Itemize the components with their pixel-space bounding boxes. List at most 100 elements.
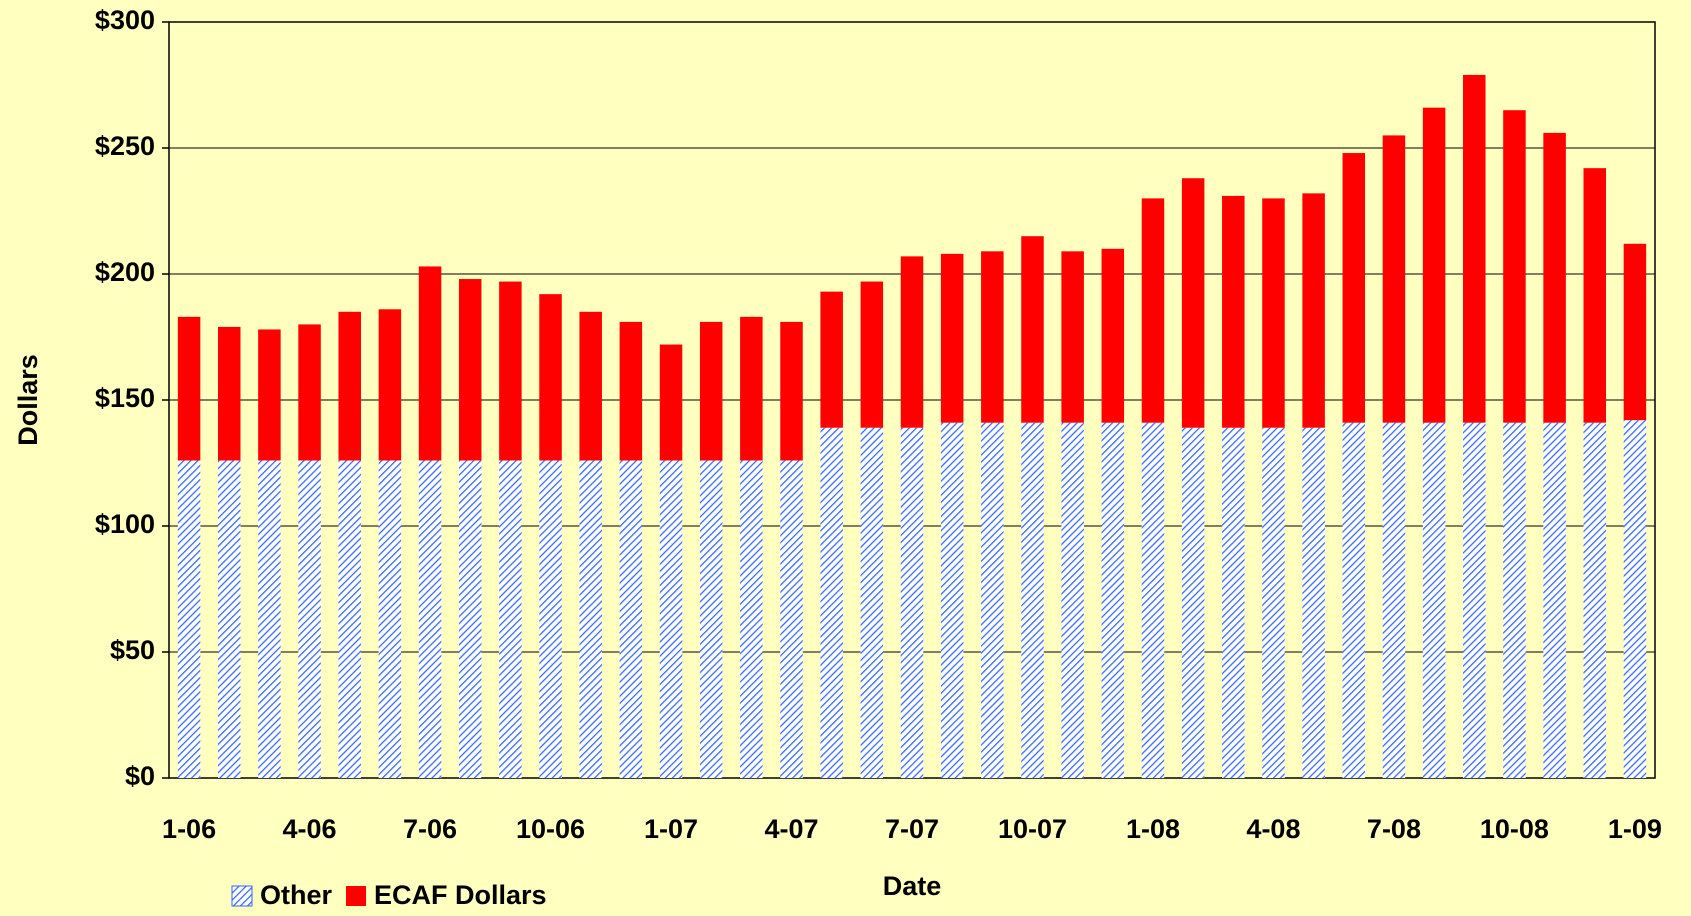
y-tick-label: $0: [125, 761, 155, 791]
bar-segment: [940, 422, 964, 778]
x-tick-label: 10-06: [516, 814, 585, 844]
legend-swatch: [346, 886, 367, 906]
legend-label: Other: [260, 880, 333, 910]
bar-segment: [659, 460, 683, 778]
bar-segment: [780, 321, 803, 461]
bar-segment: [699, 460, 723, 778]
y-tick-label: $300: [95, 5, 155, 35]
bar-segment: [1583, 422, 1607, 778]
bar-segment: [258, 460, 281, 778]
bar-segment: [981, 251, 1004, 423]
legend-swatch: [231, 885, 253, 907]
y-tick-label: $150: [95, 383, 155, 413]
y-tick-label: $200: [95, 257, 155, 287]
bar-segment: [1382, 422, 1406, 778]
bar-segment: [579, 311, 602, 461]
bar-segment: [458, 460, 482, 778]
x-tick-label: 4-08: [1246, 814, 1300, 844]
x-tick-label: 1-07: [644, 814, 698, 844]
bar-segment: [860, 281, 884, 428]
bar-segment: [940, 253, 964, 423]
bar-segment: [699, 321, 723, 461]
x-tick-label: 1-09: [1608, 814, 1662, 844]
bar-segment: [298, 324, 321, 461]
bar-segment: [1302, 193, 1325, 428]
bar-segment: [1101, 248, 1125, 423]
bar-segment: [1222, 427, 1245, 778]
bar-segment: [981, 422, 1004, 778]
x-tick-label: 10-07: [998, 814, 1067, 844]
bar-segment: [1382, 135, 1406, 423]
bar-segment: [418, 266, 442, 461]
bar-segment: [1503, 110, 1526, 423]
bar-segment: [820, 291, 843, 428]
x-tick-label: 4-06: [283, 814, 337, 844]
bar-segment: [1543, 132, 1566, 423]
bar-segment: [1101, 422, 1125, 778]
y-tick-label: $50: [110, 635, 155, 665]
bar-segment: [740, 460, 763, 778]
x-tick-label: 4-07: [764, 814, 818, 844]
bar-segment: [1422, 107, 1446, 423]
bar-segment: [1021, 422, 1044, 778]
legend-label: ECAF Dollars: [374, 880, 547, 910]
bar-segment: [860, 427, 884, 778]
bar-segment: [1543, 422, 1566, 778]
bar-segment: [1503, 422, 1526, 778]
bar-segment: [1061, 422, 1084, 778]
bar-segment: [217, 460, 241, 778]
bar-segment: [378, 460, 402, 778]
bar-segment: [418, 460, 442, 778]
bar-segment: [1181, 427, 1205, 778]
bar-segment: [1583, 168, 1607, 423]
bar-segment: [1141, 422, 1165, 778]
bar-segment: [298, 460, 321, 778]
bar-segment: [177, 460, 201, 778]
bar-segment: [780, 460, 803, 778]
bar-segment: [820, 427, 843, 778]
x-axis-label: Date: [883, 871, 942, 901]
bar-segment: [1262, 427, 1285, 778]
x-tick-label: 10-08: [1480, 814, 1549, 844]
bar-segment: [1463, 422, 1486, 778]
bar-segment: [1302, 427, 1325, 778]
x-tick-label: 7-06: [403, 814, 457, 844]
bar-segment: [659, 344, 683, 461]
bar-segment: [1262, 198, 1285, 428]
y-tick-label: $100: [95, 509, 155, 539]
bar-segment: [900, 256, 924, 428]
x-tick-label: 7-08: [1367, 814, 1421, 844]
bar-segment: [499, 460, 522, 778]
bar-segment: [499, 281, 522, 461]
bar-segment: [338, 460, 361, 778]
bar-segment: [900, 427, 924, 778]
bar-segment: [338, 311, 361, 461]
y-tick-label: $250: [95, 131, 155, 161]
bar-segment: [258, 329, 281, 461]
bar-segment: [1222, 195, 1245, 428]
bar-segment: [539, 460, 562, 778]
bar-segment: [217, 326, 241, 461]
bar-segment: [579, 460, 602, 778]
x-tick-label: 1-06: [162, 814, 216, 844]
bar-segment: [1021, 236, 1044, 423]
bar-segment: [1342, 153, 1366, 423]
bar-segment: [740, 316, 763, 461]
bar-segment: [1463, 74, 1486, 423]
bar-segment: [378, 309, 402, 461]
bar-segment: [1623, 243, 1647, 421]
bar-segment: [1141, 198, 1165, 423]
bar-segment: [177, 316, 201, 461]
bar-segment: [1342, 422, 1366, 778]
bar-segment: [1623, 420, 1647, 778]
bar-segment: [458, 279, 482, 461]
bar-segment: [539, 294, 562, 461]
y-axis-label: Dollars: [13, 354, 43, 446]
x-tick-label: 7-07: [885, 814, 939, 844]
bar-segment: [1181, 178, 1205, 428]
x-tick-label: 1-08: [1126, 814, 1180, 844]
bar-segment: [619, 460, 643, 778]
bar-segment: [1061, 251, 1084, 423]
